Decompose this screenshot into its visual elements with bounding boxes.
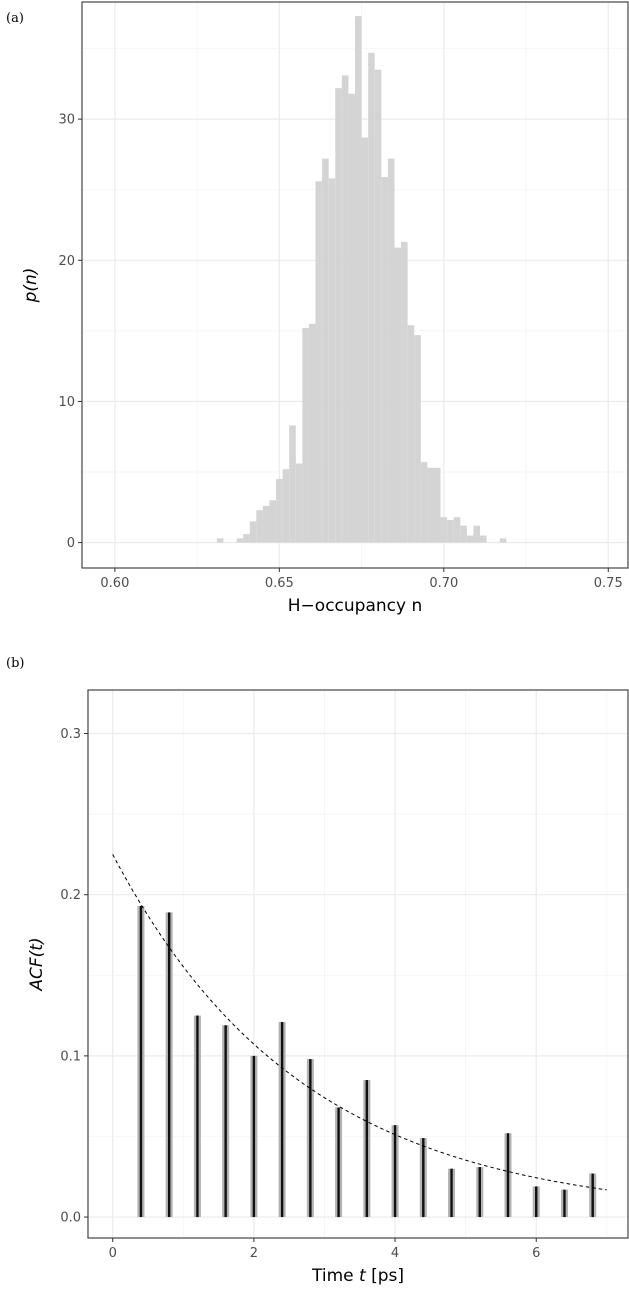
histogram-bar [440,517,448,543]
acf-bar-core [450,1168,453,1218]
histogram-bar [473,525,480,543]
panel-b-x-ticks: 0 2 4 6 [109,1238,540,1261]
histogram-bar [328,178,336,543]
histogram-bar [236,538,244,543]
panel-a-tag: (a) [6,11,24,26]
histogram-bar [368,52,375,543]
acf-bar-core [280,1022,284,1218]
histogram-bar [414,335,421,543]
acf-bar-core [139,905,143,1218]
x-tick-label: 6 [532,1246,540,1261]
panel-b-acf: (b) 0 2 4 6 0.0 0.1 0.2 0.3 Time t [ps] ACF(t) [6,656,629,1286]
histogram-bar [479,535,487,543]
panel-a-bars [216,16,507,543]
histogram-bar [335,88,342,543]
histogram-bar [256,510,263,543]
x-tick-label: 0.60 [100,576,129,591]
panel-b-y-axis-title: ACF(t) [27,937,47,991]
panel-b-tag: (b) [6,656,24,671]
histogram-bar [394,247,402,543]
acf-bar-core [167,912,171,1218]
histogram-bar [308,323,316,543]
histogram-bar [466,535,474,543]
acf-bar-core [252,1055,256,1218]
histogram-bar [243,534,250,543]
y-tick-label: 30 [58,113,75,128]
x-tick-label: 4 [391,1246,399,1261]
y-tick-label: 0.1 [60,1049,81,1064]
x-tick-label: 0.65 [265,576,294,591]
histogram-bar [249,521,257,543]
histogram-bar [499,538,507,543]
x-tick-label: 2 [250,1246,258,1261]
y-tick-label: 0.3 [60,727,81,742]
histogram-bar [276,479,283,543]
panel-a-x-axis-title: H−occupancy n [288,596,422,616]
histogram-bar [289,425,296,543]
histogram-bar [447,520,454,543]
acf-bar-core [365,1080,369,1218]
panel-a-y-ticks: 0 10 20 30 [58,113,82,551]
acf-bar-core [393,1125,397,1218]
histogram-bar [433,467,441,543]
x-tick-label: 0 [109,1246,117,1261]
acf-bar-core [309,1059,312,1218]
acf-bar-core [591,1173,594,1218]
panel-a-y-axis-title: p(n) [21,268,41,304]
histogram-bar [269,500,277,543]
acf-bar-core [506,1133,510,1218]
histogram-bar [361,137,369,543]
y-tick-label: 20 [58,254,75,269]
panel-b-y-ticks: 0.0 0.1 0.2 0.3 [60,727,88,1226]
histogram-bar [348,93,355,543]
panel-a-histogram: (a) 0.60 0.65 0.70 0.75 0 10 20 30 H−occupancy… [6,1,629,616]
histogram-bar [407,325,415,543]
histogram-bar [460,525,467,543]
histogram-bar [374,69,382,543]
acf-bar-core [224,1025,227,1218]
histogram-bar [355,16,362,543]
panel-b-x-axis-title: Time t [ps] [311,1266,404,1286]
histogram-bar [453,517,461,543]
histogram-bar [381,177,388,543]
histogram-bar [295,463,303,543]
y-tick-label: 0.2 [60,888,81,903]
x-tick-label: 0.70 [429,576,458,591]
acf-bar-core [478,1167,481,1218]
histogram-bar [427,467,434,543]
histogram-bar [420,462,428,543]
histogram-bar [401,241,408,543]
y-tick-label: 0 [67,536,75,551]
acf-bar-core [563,1189,566,1218]
acf-bar-core [337,1107,340,1218]
histogram-bar [302,328,309,543]
acf-bar-core [422,1138,425,1218]
histogram-bar [387,158,395,543]
histogram-bar [322,158,329,543]
y-tick-label: 10 [58,395,75,410]
panel-b-fit-curve [112,854,607,1191]
histogram-bar [282,469,290,543]
y-tick-label: 0.0 [60,1211,81,1226]
x-tick-label: 0.75 [594,576,623,591]
panel-a-x-ticks: 0.60 0.65 0.70 0.75 [100,568,623,591]
acf-bar-core [196,1015,199,1218]
acf-bar-core [535,1186,538,1218]
histogram-bar [216,538,224,543]
panel-b-bars [137,905,597,1218]
histogram-bar [262,505,270,543]
panel-b-frame [87,689,629,1239]
panel-b-gridlines [88,690,628,1238]
histogram-bar [341,75,349,543]
histogram-bar [315,181,323,543]
panel-a-frame [81,1,629,569]
